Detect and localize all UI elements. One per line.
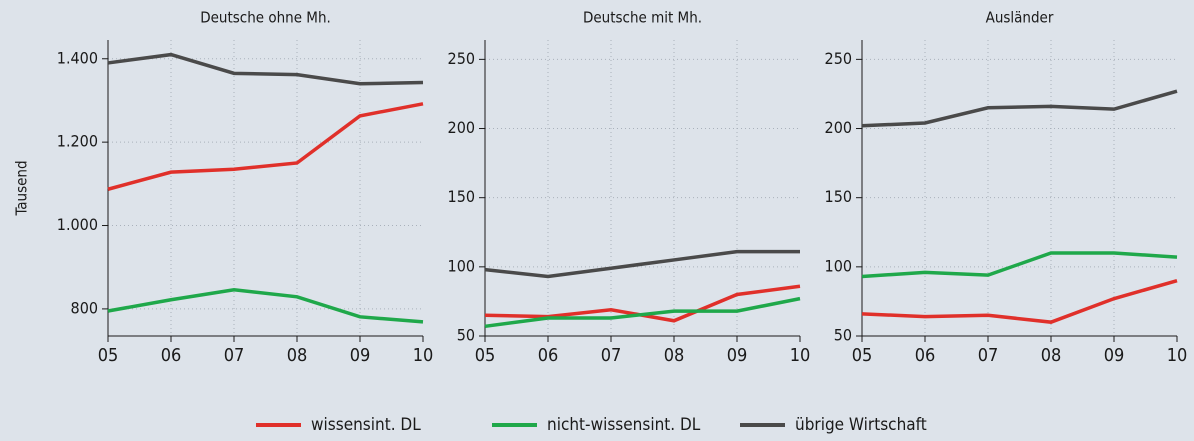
series-line — [484, 296, 801, 329]
y-tick-label: 200 — [825, 118, 852, 137]
legend-label: übrige Wirtschaft — [795, 415, 927, 435]
x-tick-label: 05 — [852, 345, 873, 366]
x-tick-label: 10 — [413, 345, 434, 366]
x-tick-label: 05 — [475, 345, 496, 366]
series-line — [107, 102, 424, 191]
y-tick-label: 100 — [448, 256, 475, 275]
x-tick-label: 09 — [727, 345, 748, 366]
x-tick-label: 07 — [224, 345, 245, 366]
legend-label: wissensint. DL — [311, 415, 421, 435]
series-line — [107, 287, 424, 324]
series-line — [861, 89, 1178, 128]
y-tick-label: 800 — [71, 298, 98, 317]
series-line — [484, 249, 800, 279]
x-tick-label: 06 — [915, 345, 936, 366]
legend-label: nicht-wissensint. DL — [547, 415, 701, 435]
y-tick-label: 50 — [834, 326, 852, 345]
series-line — [107, 52, 424, 86]
x-tick-label: 09 — [1104, 345, 1125, 366]
x-tick-label: 08 — [664, 345, 685, 366]
x-tick-label: 10 — [790, 345, 811, 366]
y-tick-label: 150 — [448, 187, 475, 206]
x-tick-label: 10 — [1167, 345, 1188, 366]
y-tick-label: 1.400 — [57, 48, 98, 67]
panel-title: Ausländer — [986, 9, 1054, 27]
y-tick-label: 150 — [825, 187, 852, 206]
x-tick-label: 08 — [287, 345, 308, 366]
y-tick-label: 200 — [448, 118, 475, 137]
panel-title: Deutsche mit Mh. — [583, 9, 702, 27]
y-tick-label: 100 — [825, 256, 852, 275]
x-tick-label: 09 — [350, 345, 371, 366]
y-tick-label: 250 — [825, 49, 852, 68]
y-tick-label: 50 — [457, 326, 475, 345]
series-line — [861, 278, 1178, 324]
y-tick-label: 250 — [448, 49, 475, 68]
x-tick-label: 06 — [161, 345, 182, 366]
x-tick-label: 05 — [98, 345, 119, 366]
y-tick-label: 1.200 — [57, 132, 98, 151]
x-tick-label: 06 — [538, 345, 559, 366]
x-tick-label: 07 — [978, 345, 999, 366]
y-tick-label: 1.000 — [57, 215, 98, 234]
y-axis-label: Tausend — [13, 160, 31, 216]
series-line — [861, 251, 1178, 279]
x-tick-label: 07 — [601, 345, 622, 366]
x-tick-label: 08 — [1041, 345, 1062, 366]
panel-title: Deutsche ohne Mh. — [200, 9, 331, 27]
